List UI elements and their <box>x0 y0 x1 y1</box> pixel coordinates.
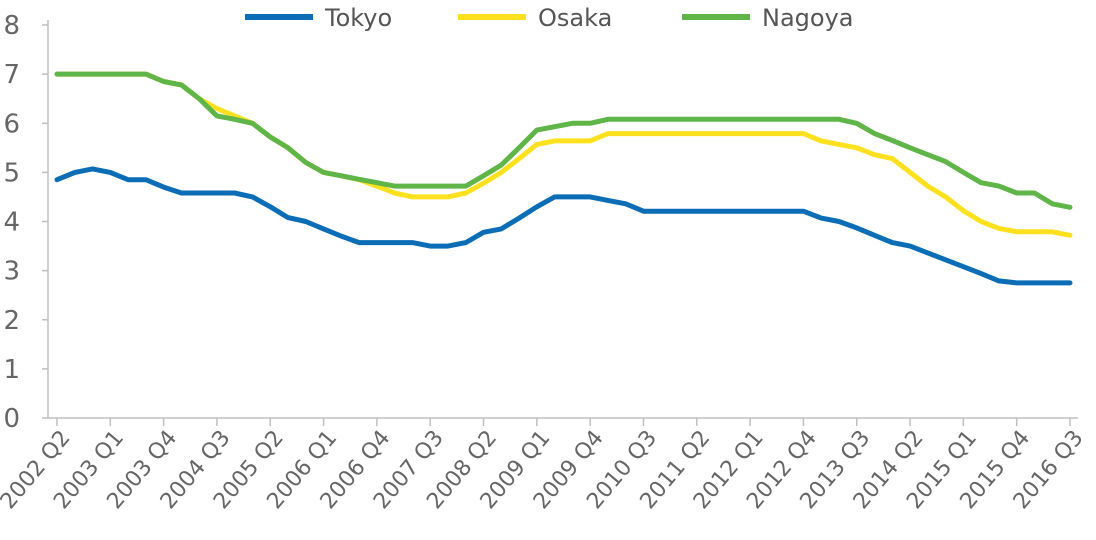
series-line-osaka <box>54 71 1073 238</box>
y-tick-label: 3 <box>3 257 20 287</box>
legend: Tokyo Osaka Nagoya <box>245 4 854 32</box>
y-tick-label: 6 <box>3 109 20 139</box>
y-axis: 0 1 2 3 4 5 6 7 8 <box>3 11 49 434</box>
y-tick-label: 7 <box>3 60 20 90</box>
series-lines <box>54 71 1073 286</box>
y-tick-label: 1 <box>3 355 20 385</box>
legend-label-osaka: Osaka <box>538 4 612 32</box>
legend-label-nagoya: Nagoya <box>762 4 854 32</box>
y-tick-label: 4 <box>3 208 20 238</box>
y-tick-label: 5 <box>3 158 20 188</box>
y-tick-label: 0 <box>3 404 20 434</box>
y-tick-label: 8 <box>3 11 20 41</box>
series-line-tokyo <box>54 166 1073 286</box>
series-line-nagoya <box>54 71 1073 210</box>
legend-label-tokyo: Tokyo <box>324 4 392 32</box>
y-tick-label: 2 <box>3 306 20 336</box>
